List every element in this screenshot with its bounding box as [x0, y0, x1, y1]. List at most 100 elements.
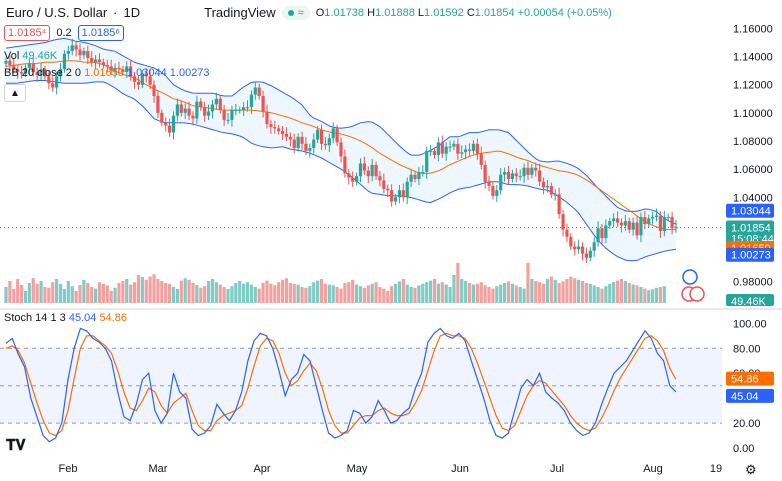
volume-bar [495, 286, 499, 303]
sell-button[interactable]: 1.0185⁴ [4, 25, 51, 41]
volume-bar [121, 281, 125, 303]
buy-button[interactable]: 1.0185⁶ [77, 25, 124, 41]
candle-body [203, 107, 207, 116]
candle-body [503, 171, 507, 175]
stoch-tick-label: 80.00 [733, 343, 761, 355]
volume-bar [464, 281, 468, 303]
bb-lower-tag: 1.00273 [731, 250, 771, 262]
volume-bar [658, 287, 663, 303]
candle-body [31, 63, 35, 73]
candle-body [284, 133, 289, 137]
stoch-k-line [5, 327, 677, 443]
candle-body [140, 73, 144, 85]
candle-body [432, 150, 437, 156]
volume-bar [467, 283, 472, 303]
candle-body [273, 126, 277, 129]
candle-body [312, 139, 316, 149]
candle-body [125, 66, 129, 73]
bollinger-band-lines [0, 37, 722, 262]
stochastic-k-value: 45.04 [68, 312, 97, 324]
volume-legend[interactable]: Vol 49.46K [4, 50, 57, 62]
volume-bar [553, 279, 557, 303]
volume-bar [390, 286, 394, 303]
market-open-dot-icon [287, 9, 294, 16]
candle-body [308, 148, 312, 151]
volume-bar [335, 287, 339, 303]
volume-bar [456, 263, 460, 303]
volume-bar [647, 290, 651, 303]
volume-bar [471, 284, 476, 303]
candle-body [522, 167, 526, 177]
volume-bar [265, 280, 269, 303]
volume-bar [136, 275, 141, 303]
price-axis[interactable]: 1.16000 1.14000 1.12000 1.10000 1.08000 1.060… [733, 23, 773, 455]
candle-body [62, 53, 67, 70]
candle-body [327, 138, 331, 146]
volume-bar [277, 282, 281, 303]
candle-body [452, 143, 456, 147]
candle-body [323, 143, 328, 146]
volume-bar [569, 276, 573, 303]
candle-body [428, 150, 433, 152]
volume-bar [269, 283, 273, 303]
candle-body [374, 164, 378, 177]
bollinger-label: BB 20 close 2 0 [4, 67, 82, 79]
candle-body [230, 110, 234, 120]
volume-bar [452, 275, 456, 303]
candle-body [292, 139, 296, 149]
volume-bar [47, 287, 51, 303]
wave-icon: ≈ [297, 6, 304, 19]
candle-body [366, 170, 370, 177]
candle-body [464, 149, 468, 153]
volume-bar [261, 283, 265, 303]
candle-body [132, 76, 137, 82]
volume-bar [300, 287, 304, 303]
candle-body [510, 173, 514, 179]
volume-bar [339, 288, 343, 303]
volume-bar [160, 281, 164, 303]
collapse-legend-button[interactable]: ▲ [4, 84, 26, 102]
volume-bar [522, 288, 526, 303]
gear-icon[interactable]: ⚙ [745, 462, 757, 477]
candle-body [580, 246, 585, 254]
stochastic-legend[interactable]: Stoch 14 1 3 45.04 54.86 [4, 312, 127, 324]
candle-body [534, 167, 538, 171]
candle-body [160, 112, 164, 123]
candle-body [136, 81, 141, 85]
volume-bar [273, 285, 277, 303]
volume-bar [557, 283, 561, 303]
candle-body [425, 150, 429, 172]
volume-bar [506, 281, 511, 303]
volume-bar [561, 281, 565, 303]
volume-bar [639, 287, 643, 303]
candle-body [214, 98, 218, 105]
candle-body [183, 108, 187, 113]
last-price-tag-bg [726, 220, 774, 246]
candle-body [647, 218, 651, 225]
volume-bar [627, 283, 631, 303]
volume-bar [175, 289, 179, 303]
candle-body [623, 221, 627, 226]
bid-ask-panel: 1.0185⁴ 0.2 1.0185⁶ [4, 25, 124, 41]
bollinger-basis-value: 1.01659 [84, 67, 124, 79]
interval-label[interactable]: 1D [123, 5, 141, 20]
volume-bar [4, 287, 8, 303]
time-axis[interactable]: Feb Mar Apr May Jun Jul Aug 19 [59, 463, 723, 475]
volume-bar [393, 283, 398, 303]
candle-body [144, 73, 148, 77]
stoch-k-tag: 45.04 [731, 391, 759, 403]
volume-bar [242, 283, 246, 303]
stoch-tick-label: 100.00 [733, 318, 767, 330]
bollinger-legend[interactable]: BB 20 close 2 0 1.01659 1.03044 1.00273 [4, 67, 210, 79]
volume-bar [331, 285, 335, 303]
market-status-pill[interactable]: ≈ [281, 5, 310, 20]
candle-body [117, 67, 121, 70]
symbol-name[interactable]: Euro / U.S. Dollar [6, 5, 108, 20]
candle-body [619, 222, 624, 226]
volume-bar [417, 285, 421, 303]
tradingview-logo-icon[interactable]: 𝐓𝐕 [6, 437, 26, 454]
candle-body [530, 167, 534, 175]
candle-body [370, 164, 374, 177]
volume-bar [78, 285, 82, 303]
